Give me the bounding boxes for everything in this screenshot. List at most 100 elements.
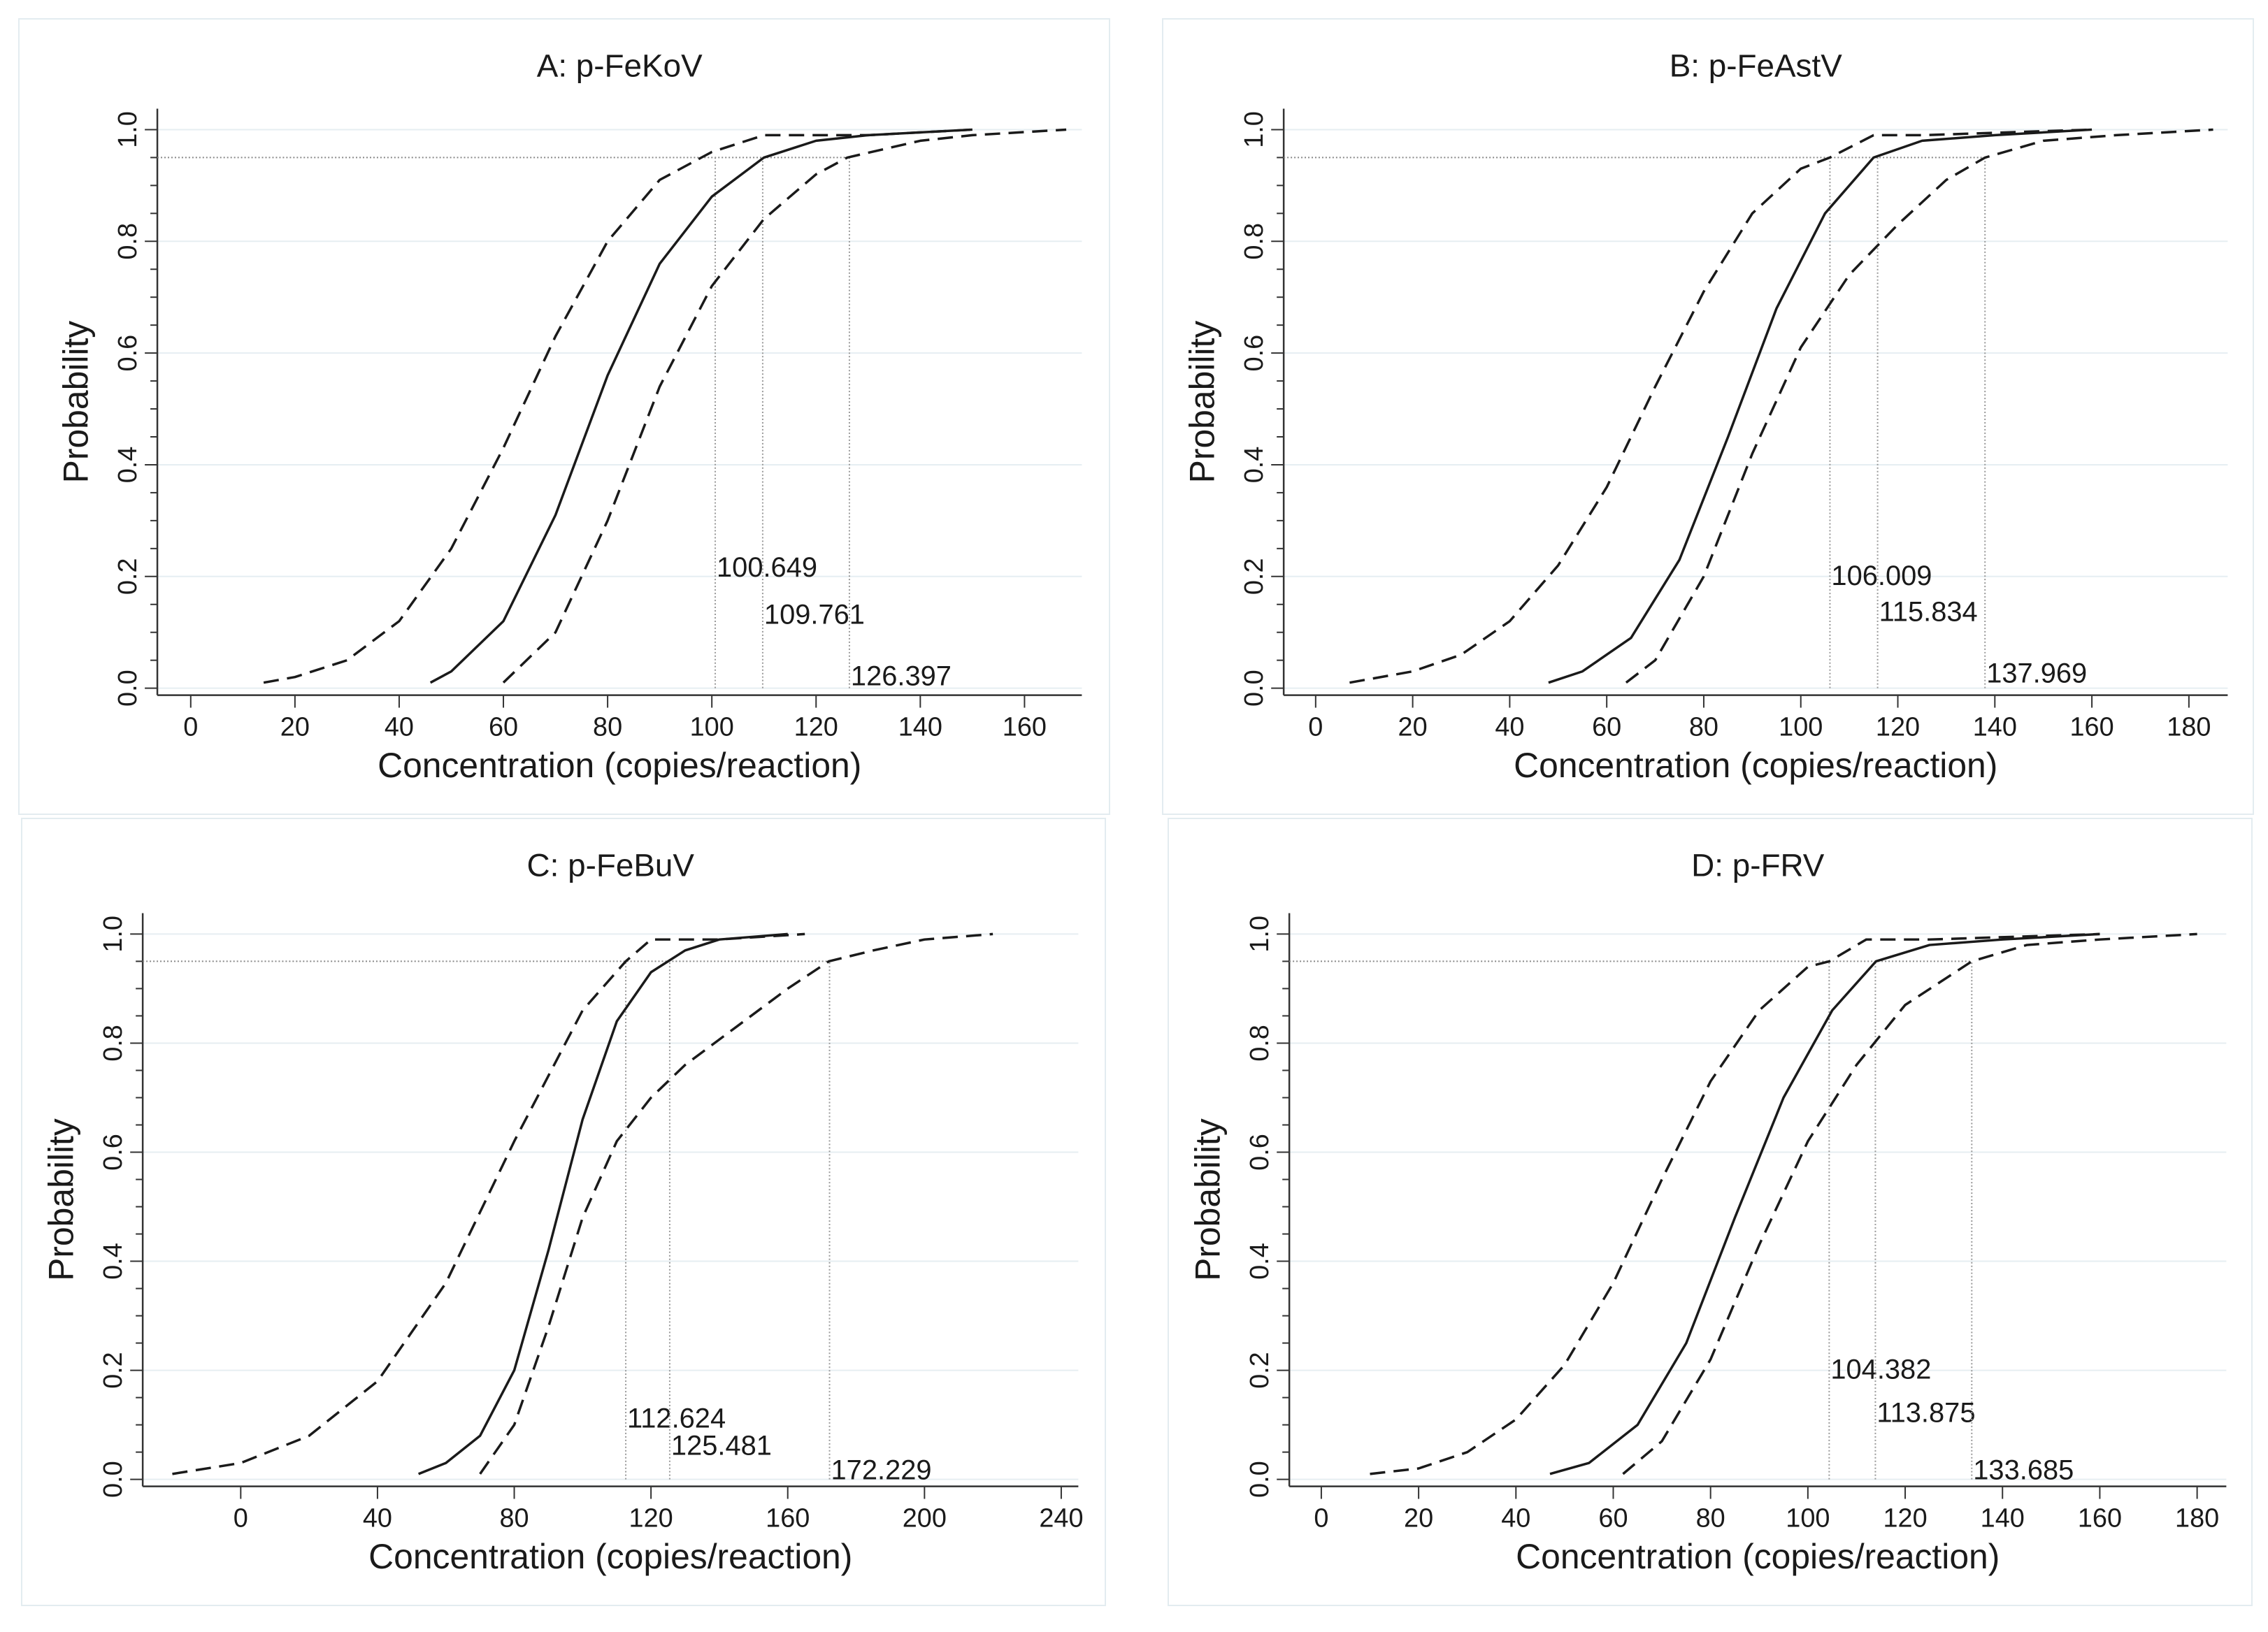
chart-panel-c: 0.0 0.2 0.4 0.6 0.8 1.0 0 40 80 120 160 200 240 112.6… [21,818,1106,1606]
chart-a-x-tick-label: 100 [690,712,734,742]
chart-d-fitted-curve [1549,932,2100,1475]
chart-b-y-tick-label: 0.4 [1240,447,1269,484]
chart-d-x-tick-label: 20 [1404,1503,1433,1533]
chart-b-x-tick-label: 0 [1308,712,1323,742]
chart-c-cutoff-label: 125.481 [671,1431,772,1461]
chart-d-title: D: p-FRV [1691,848,1825,883]
chart-c-y-tick-label: 1.0 [99,916,128,953]
chart-a-x-tick-label: 160 [1003,712,1047,742]
chart-a-cutoff-label: 100.649 [717,552,817,583]
chart-b-x-tick-label: 100 [1779,712,1823,742]
chart-c-y-tick-label: 0.2 [99,1352,128,1389]
chart-b-x-tick-label: 160 [2070,712,2114,742]
chart-c-x-tick-label: 0 [234,1503,248,1533]
chart-b-x-tick-label: 180 [2167,712,2211,742]
chart-b-upper-bound-curve [1625,128,2213,684]
chart-b-cutoff-label: 115.834 [1879,597,1978,628]
chart-a-x-tick-label: 80 [593,712,622,742]
chart-c-lower-bound-curve [172,932,805,1475]
chart-a-y-axis-title: Probability [56,321,95,484]
chart-a-x-tick-label: 20 [280,712,310,742]
chart-d-x-tick-label: 0 [1314,1503,1328,1533]
chart-d-plot: 0.00.20.40.60.81.00 20 40 60 80 100 120 140 160 1… [1188,848,2227,1576]
chart-a-x-tick-label: 0 [183,712,198,742]
chart-a-y-tick-label: 0.8 [113,223,143,260]
chart-a-x-tick-label: 120 [794,712,838,742]
chart-a-lower-bound-curve [263,128,972,684]
chart-d-x-tick-label: 60 [1598,1503,1628,1533]
chart-a-x-tick-label: 140 [898,712,942,742]
chart-a-cutoff-label: 126.397 [851,661,952,692]
chart-d-lower-bound-curve [1370,932,2100,1475]
chart-d-cutoff-label: 104.382 [1830,1354,1931,1385]
chart-a-upper-bound-curve [502,128,1067,684]
chart-d-x-tick-label: 120 [1883,1503,1927,1533]
chart-d-y-tick-label: 0.2 [1245,1352,1275,1389]
chart-b-x-tick-label: 80 [1689,712,1718,742]
chart-c-y-tick-label: 0.6 [99,1134,128,1171]
chart-a-y-tick-label: 0.6 [113,335,143,372]
chart-a-fitted-curve [429,128,972,684]
chart-c-x-tick-label: 120 [629,1503,673,1533]
chart-c-x-tick-label: 240 [1039,1503,1083,1533]
chart-b-plot: 0.0 0.2 0.4 0.6 0.8 1.0 0 20 40 60 80 100 120 140 160 1… [1182,48,2228,785]
chart-a-x-tick-label: 40 [385,712,414,742]
chart-c-y-tick-label: 0.4 [99,1243,128,1280]
chart-c-x-axis-title: Concentration (copies/reaction) [368,1537,852,1576]
chart-d-x-axis-title: Concentration (copies/reaction) [1516,1537,2000,1576]
chart-b-y-tick-label: 0.6 [1240,335,1269,372]
chart-d-x-tick-label: 180 [2175,1503,2219,1533]
chart-d-x-tick-label: 100 [1786,1503,1830,1533]
chart-d-cutoff-label: 133.685 [1973,1455,2074,1486]
chart-c-y-axis-title: Probability [41,1118,80,1281]
chart-a-y-tick-label: 0.2 [113,558,143,595]
chart-c-title: C: p-FeBuV [527,848,695,883]
chart-c-x-tick-label: 160 [766,1503,810,1533]
chart-b-y-axis-title: Probability [1182,321,1221,484]
chart-b-x-tick-label: 60 [1592,712,1621,742]
chart-c-x-tick-label: 200 [903,1503,947,1533]
chart-d-x-tick-label: 160 [2078,1503,2122,1533]
chart-d-upper-bound-curve [1622,932,2197,1475]
chart-d-x-tick-label: 80 [1696,1503,1725,1533]
chart-a-y-tick-label: 1.0 [113,111,143,148]
chart-panel-a: 0.0 0.2 0.4 0.6 0.8 1.0 0 20 40 60 80 100 120 140 160 1… [18,18,1110,815]
chart-b-fitted-curve [1548,128,2093,684]
chart-c-x-tick-label: 40 [363,1503,392,1533]
chart-d-cutoff-label: 113.875 [1876,1398,1975,1429]
chart-b-y-tick-label: 1.0 [1240,111,1269,148]
chart-a-y-tick-label: 0.0 [113,670,143,707]
chart-b-cutoff-label: 106.009 [1831,561,1932,591]
chart-b-lower-bound-curve [1349,128,2093,684]
chart-c-y-tick-label: 0.8 [99,1025,128,1062]
chart-a-x-tick-label: 60 [489,712,518,742]
chart-c-upper-bound-curve [479,932,993,1475]
chart-a-y-tick-label: 0.4 [113,447,143,484]
chart-a-x-axis-title: Concentration (copies/reaction) [378,746,861,785]
chart-d-y-tick-label: 0.6 [1245,1134,1275,1171]
chart-c-cutoff-label: 172.229 [831,1455,932,1486]
chart-b-y-tick-label: 0.2 [1240,558,1269,595]
chart-d-y-tick-label: 1.0 [1245,916,1275,953]
chart-d-y-tick-label: 0.4 [1245,1243,1275,1280]
chart-c-cutoff-label: 112.624 [627,1403,726,1434]
chart-b-x-tick-label: 140 [1973,712,2017,742]
chart-a-plot: 0.0 0.2 0.4 0.6 0.8 1.0 0 20 40 60 80 100 120 140 160 1… [56,48,1082,785]
chart-d-x-tick-label: 140 [1981,1503,2025,1533]
chart-a-title: A: p-FeKoV [537,48,703,84]
chart-d-y-tick-label: 0.8 [1245,1025,1275,1062]
chart-b-cutoff-label: 137.969 [1986,658,2087,689]
chart-d-x-tick-label: 40 [1501,1503,1530,1533]
chart-b-y-tick-label: 0.0 [1240,670,1269,707]
chart-b-x-axis-title: Concentration (copies/reaction) [1514,746,1997,785]
chart-d-y-tick-label: 0.0 [1245,1461,1275,1498]
chart-a-cutoff-label: 109.761 [764,600,865,630]
chart-c-y-tick-label: 0.0 [99,1461,128,1498]
chart-b-y-tick-label: 0.8 [1240,223,1269,260]
chart-panel-b: 0.0 0.2 0.4 0.6 0.8 1.0 0 20 40 60 80 100 120 140 160 1… [1162,18,2254,815]
chart-c-x-tick-label: 80 [499,1503,529,1533]
chart-b-x-tick-label: 120 [1876,712,1920,742]
chart-c-fitted-curve [417,932,788,1475]
chart-d-y-axis-title: Probability [1188,1118,1227,1281]
chart-b-x-tick-label: 20 [1398,712,1428,742]
